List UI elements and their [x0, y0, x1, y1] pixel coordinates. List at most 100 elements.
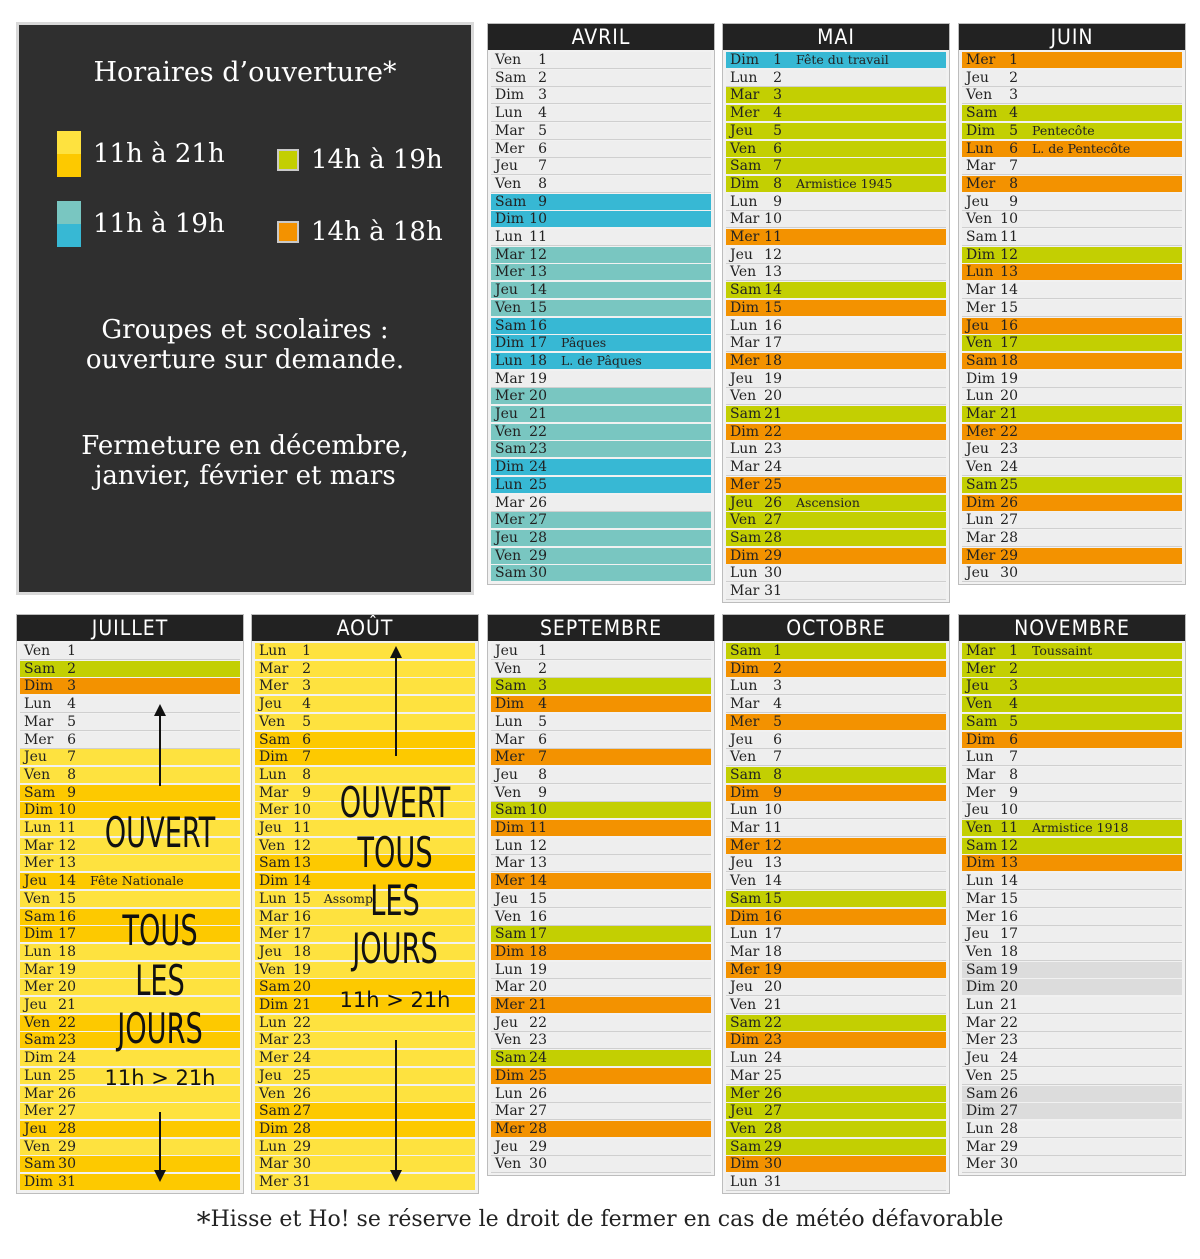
weekday-label: Sam: [966, 837, 998, 854]
day-row: Jeu 2: [962, 69, 1182, 87]
month-octobre: OCTOBRE Sam 1 Dim 2 Lun 3 Mar 4 Mer 5 Jeu 6 Ven 7 Sam 8 D…: [722, 614, 950, 1194]
day-row: Sam 16: [20, 908, 240, 925]
weekday-label: Lun: [730, 802, 758, 819]
day-row: Jeu 14 Fête Nationale: [20, 873, 240, 890]
weekday-label: Mer: [495, 749, 525, 766]
weekday-label: Jeu: [730, 246, 753, 263]
day-number: 19: [1000, 370, 1018, 387]
day-number: 25: [764, 1067, 782, 1084]
day-row: Sam 12: [962, 837, 1182, 854]
weekday-label: Mar: [966, 158, 996, 175]
day-row: Ven 29: [20, 1138, 240, 1155]
weekday-label: Mar: [730, 696, 760, 713]
day-number: 12: [764, 246, 782, 263]
day-number: 7: [67, 749, 76, 766]
day-row: Ven 17: [962, 335, 1182, 352]
weekday-label: Dim: [730, 1156, 759, 1173]
day-number: 22: [764, 423, 782, 440]
day-number: 3: [302, 678, 311, 695]
weekday-label: Ven: [966, 459, 993, 476]
day-number: 23: [764, 441, 782, 458]
day-number: 19: [293, 961, 311, 978]
day-number: 25: [1000, 476, 1018, 493]
weekday-label: Mer: [966, 52, 996, 68]
day-row: Ven 21: [726, 997, 946, 1014]
day-row: Dim 5 Pentecôte: [962, 122, 1182, 139]
weekday-label: Mer: [966, 547, 996, 564]
day-number: 1: [773, 643, 782, 659]
day-number: 21: [293, 997, 311, 1013]
weekday-label: Sam: [24, 784, 56, 801]
weekday-label: Lun: [730, 565, 758, 582]
day-row: Mer 14: [491, 873, 711, 890]
day-number: 13: [1000, 264, 1018, 281]
day-row: Lun 11: [20, 820, 240, 836]
month-header: AOÛT: [252, 615, 478, 641]
day-number: 11: [293, 820, 311, 836]
holiday-label: L. de Pentecôte: [1032, 140, 1131, 156]
day-row: Mar 19: [491, 370, 711, 388]
day-row: Sam 2: [491, 69, 711, 87]
month-header: MAI: [723, 24, 949, 50]
day-number: 15: [1000, 299, 1018, 316]
weekday-label: Ven: [24, 643, 51, 659]
weekday-label: Dim: [730, 52, 759, 68]
aout-word-les: LES: [370, 876, 420, 925]
weekday-label: Sam: [495, 678, 527, 695]
day-row: Mer 6: [20, 731, 240, 749]
day-row: Jeu 26 Ascension: [726, 494, 946, 511]
day-row: Sam 9: [20, 784, 240, 801]
weekday-label: Mar: [730, 943, 760, 960]
day-number: 5: [773, 713, 782, 730]
weekday-label: Dim: [966, 979, 995, 996]
day-row: Jeu 1: [491, 643, 711, 660]
day-number: 27: [293, 1103, 311, 1120]
weekday-label: Mar: [495, 122, 525, 139]
weekday-label: Sam: [259, 855, 291, 872]
day-row: Jeu 13: [726, 855, 946, 873]
weekday-label: Lun: [966, 1120, 994, 1137]
weekday-label: Lun: [24, 943, 52, 960]
day-row: Lun 1: [255, 643, 475, 659]
weekday-label: Mar: [495, 246, 525, 263]
day-row: Jeu 7: [20, 749, 240, 766]
weekday-label: Mer: [730, 352, 760, 369]
day-row: Ven 30: [491, 1156, 711, 1174]
weekday-label: Mar: [495, 731, 525, 748]
weekday-label: Lun: [730, 69, 758, 86]
month-header: NOVEMBRE: [959, 615, 1185, 641]
day-row: Dim 22: [726, 423, 946, 440]
day-row: Jeu 12: [726, 246, 946, 264]
day-row: Lun 16: [726, 317, 946, 335]
day-row: Lun 24: [726, 1050, 946, 1068]
day-number: 1: [67, 643, 76, 659]
weekday-label: Sam: [730, 1138, 762, 1155]
weekday-label: Ven: [730, 512, 757, 529]
day-row: Jeu 30: [962, 565, 1182, 583]
day-row: Lun 9: [726, 193, 946, 211]
day-row: Ven 16: [491, 908, 711, 926]
day-row: Sam 6: [255, 731, 475, 748]
weekday-label: Mer: [495, 873, 525, 890]
day-row: Sam 23: [20, 1032, 240, 1049]
day-row: Jeu 8: [491, 766, 711, 784]
day-row: Mer 23: [962, 1032, 1182, 1050]
weekday-label: Ven: [730, 997, 757, 1013]
day-number: 15: [293, 890, 311, 907]
day-row: Lun 26: [491, 1085, 711, 1103]
day-number: 24: [529, 459, 547, 476]
day-row: Ven 28: [726, 1120, 946, 1137]
groups-line-1: Groupes et scolaires :: [101, 315, 389, 345]
weekday-label: Mer: [730, 1085, 760, 1102]
weekday-label: Lun: [495, 352, 523, 369]
day-row: Mar 19: [20, 961, 240, 978]
weekday-label: Dim: [495, 87, 524, 104]
day-number: 12: [764, 837, 782, 854]
aout-word-ouvert: OUVERT: [339, 778, 451, 827]
day-row: Ven 9: [491, 784, 711, 802]
day-row: Ven 19: [255, 961, 475, 978]
day-number: 4: [538, 105, 547, 122]
weekday-label: Sam: [730, 1014, 762, 1031]
weekday-label: Ven: [24, 1138, 51, 1155]
day-number: 13: [529, 264, 547, 281]
